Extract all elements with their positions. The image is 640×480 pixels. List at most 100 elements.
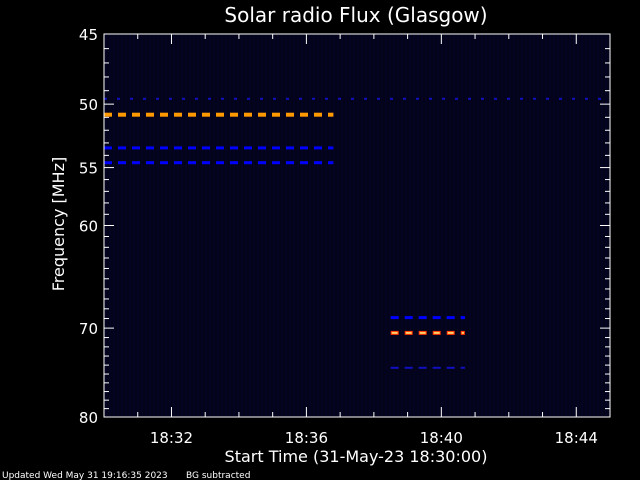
signal-segment	[364, 97, 367, 100]
signal-segment	[188, 112, 196, 117]
signal-segment	[286, 146, 294, 150]
signal-segment	[585, 97, 588, 100]
signal-segment	[416, 97, 419, 100]
signal-segment	[468, 97, 471, 100]
signal-segment	[244, 146, 252, 150]
signal-segment	[174, 112, 182, 117]
signal-segment	[404, 316, 413, 320]
signal-segment	[247, 97, 250, 100]
signal-segment	[216, 161, 224, 165]
y-tick-label: 70	[79, 320, 98, 338]
signal-segment	[404, 366, 413, 369]
signal-segment	[418, 316, 427, 320]
signal-segment	[146, 146, 154, 150]
signal-segment	[572, 97, 575, 100]
signal-segment	[234, 97, 237, 100]
signal-segment	[258, 112, 266, 117]
signal-segment	[104, 146, 112, 150]
signal-segment	[188, 146, 196, 150]
signal-segment	[244, 112, 252, 117]
signal-segment	[325, 97, 328, 100]
signal-segment	[169, 97, 172, 100]
signal-segment	[328, 146, 334, 150]
signal-segment	[244, 161, 252, 165]
signal-segment	[598, 97, 601, 100]
x-tick-label: 18:36	[285, 429, 328, 447]
signal-segment	[446, 316, 455, 320]
y-tick-label: 80	[79, 409, 98, 427]
signal-segment	[390, 97, 393, 100]
signal-core	[419, 331, 426, 334]
signal-segment	[520, 97, 523, 100]
signal-segment	[338, 97, 341, 100]
signal-segment	[221, 97, 224, 100]
signal-segment	[230, 146, 238, 150]
x-tick-label: 18:32	[150, 429, 193, 447]
signal-segment	[202, 146, 210, 150]
signal-segment	[418, 366, 427, 369]
footer-note-text: BG subtracted	[186, 471, 250, 480]
axis-ticks: 18:32 18:36 18:40 18:44 45 50 55 60 70 80	[79, 26, 611, 447]
signal-core	[433, 331, 440, 334]
signal-segment	[377, 97, 380, 100]
y-tick-label: 60	[79, 218, 98, 236]
signal-segment	[258, 146, 266, 150]
signal-segment	[216, 112, 224, 117]
signal-segment	[300, 161, 308, 165]
signal-segment	[160, 161, 168, 165]
signal-segment	[104, 112, 112, 117]
plot-area	[104, 34, 610, 417]
signal-segment	[403, 97, 406, 100]
y-tick-label: 50	[79, 96, 98, 114]
signal-segment	[230, 161, 238, 165]
signal-segment	[216, 146, 224, 150]
signal-segment	[272, 146, 280, 150]
signal-segment	[273, 97, 276, 100]
signal-segment	[104, 161, 112, 165]
signal-segment	[314, 161, 322, 165]
signal-features	[104, 97, 601, 369]
signal-segment	[328, 112, 334, 117]
signal-segment	[432, 316, 441, 320]
y-tick-label: 55	[79, 160, 98, 178]
plot-background	[104, 34, 610, 417]
x-tick-label: 18:44	[555, 429, 598, 447]
signal-segment	[160, 146, 168, 150]
signal-segment	[132, 146, 140, 150]
chart-title: Solar radio Flux (Glasgow)	[224, 3, 487, 27]
signal-segment	[272, 112, 280, 117]
signal-segment	[156, 97, 159, 100]
signal-segment	[195, 97, 198, 100]
footer-updated-text: Updated Wed May 31 19:16:35 2023	[2, 471, 168, 480]
signal-segment	[188, 161, 196, 165]
signal-segment	[299, 97, 302, 100]
signal-segment	[442, 97, 445, 100]
signal-segment	[104, 97, 107, 100]
signal-core	[405, 331, 412, 334]
signal-segment	[174, 161, 182, 165]
x-axis-label: Start Time (31-May-23 18:30:00)	[225, 447, 488, 466]
signal-core	[461, 331, 464, 334]
signal-segment	[481, 97, 484, 100]
signal-core	[391, 331, 398, 334]
signal-segment	[117, 97, 120, 100]
signal-segment	[118, 146, 126, 150]
signal-segment	[312, 97, 315, 100]
signal-segment	[446, 366, 455, 369]
signal-segment	[300, 146, 308, 150]
signal-segment	[160, 112, 168, 117]
signal-segment	[460, 366, 465, 369]
y-tick-label: 45	[79, 26, 98, 44]
signal-segment	[432, 366, 441, 369]
signal-core	[447, 331, 454, 334]
signal-segment	[230, 112, 238, 117]
signal-segment	[202, 161, 210, 165]
signal-segment	[182, 97, 185, 100]
signal-segment	[494, 97, 497, 100]
signal-segment	[328, 161, 334, 165]
y-axis-label: Frequency [MHz]	[49, 157, 68, 291]
signal-segment	[390, 366, 399, 369]
signal-segment	[260, 97, 263, 100]
signal-segment	[429, 97, 432, 100]
signal-segment	[143, 97, 146, 100]
